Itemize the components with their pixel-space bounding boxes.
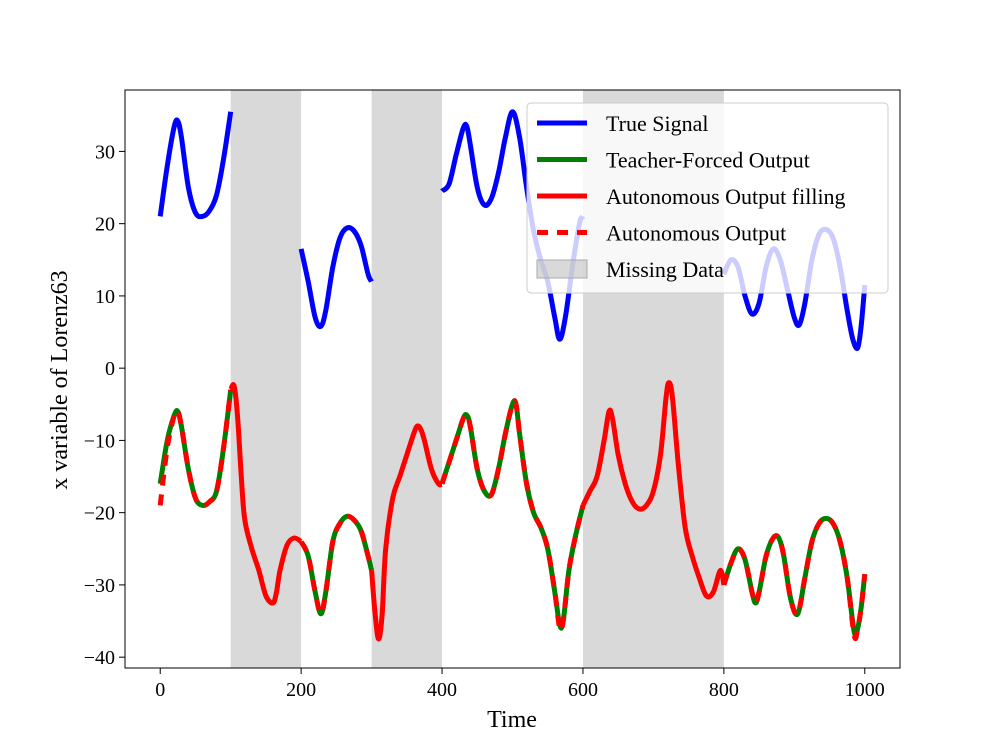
legend-swatch-missing-data <box>536 259 588 279</box>
legend-label-autonomous-output: Autonomous Output <box>606 221 786 246</box>
x-tick-label: 1000 <box>845 679 885 701</box>
y-tick-label: 10 <box>95 286 115 308</box>
legend-label-missing-data: Missing Data <box>606 257 724 282</box>
y-tick-label: 30 <box>95 141 115 163</box>
series-line-teacher-forced-output <box>721 515 868 639</box>
series-line-true-signal <box>157 111 234 220</box>
legend-label-true-signal: True Signal <box>606 111 708 136</box>
series-line-teacher-forced-output <box>157 389 234 509</box>
series-line-autonomous-output <box>157 389 234 509</box>
x-tick-label: 0 <box>155 679 165 701</box>
series-lines <box>157 109 868 642</box>
legend-box <box>526 102 889 294</box>
legend-label-autonomous-output-filling: Autonomous Output filling <box>606 184 846 209</box>
x-axis-label: Time <box>487 707 537 733</box>
legend: True Signal Teacher-Forced Output Autonomo… <box>526 102 889 294</box>
y-axis-label: x variable of Lorenz63 <box>47 270 73 489</box>
missing-data-region <box>230 90 302 668</box>
axis-ticks: 0 200 400 600 800 1000 −40 −30 −20 −10 0 10 20 30 <box>84 141 885 701</box>
x-tick-label: 200 <box>286 679 316 701</box>
series-line-autonomous-output-filling <box>580 380 727 600</box>
series-line-true-signal <box>298 225 374 330</box>
series-line-autonomous-output <box>439 398 586 634</box>
y-tick-label: −30 <box>84 575 115 597</box>
series-line-autonomous-output <box>298 513 375 617</box>
series-line-teacher-forced-output <box>439 398 586 631</box>
y-tick-label: 20 <box>95 214 115 236</box>
series-line-autonomous-output <box>721 515 868 642</box>
series-line-autonomous-output-filling <box>228 382 303 606</box>
x-tick-label: 400 <box>427 679 457 701</box>
x-tick-label: 600 <box>568 679 598 701</box>
series-line-true-signal <box>721 226 868 351</box>
series-line-true-signal <box>440 109 586 342</box>
y-tick-label: −20 <box>84 503 115 525</box>
series-line-autonomous-output-filling <box>369 423 444 642</box>
y-tick-label: 0 <box>105 358 115 380</box>
legend-label-teacher-forced-output: Teacher-Forced Output <box>606 148 810 173</box>
y-tick-label: −10 <box>84 430 115 452</box>
x-tick-label: 800 <box>709 679 739 701</box>
y-tick-label: −40 <box>84 647 115 669</box>
plot-frame <box>124 89 901 669</box>
